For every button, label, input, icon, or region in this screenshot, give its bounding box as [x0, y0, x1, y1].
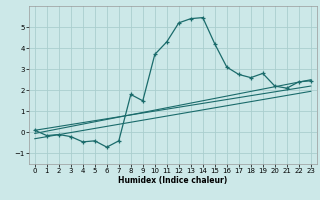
X-axis label: Humidex (Indice chaleur): Humidex (Indice chaleur)	[118, 176, 228, 185]
